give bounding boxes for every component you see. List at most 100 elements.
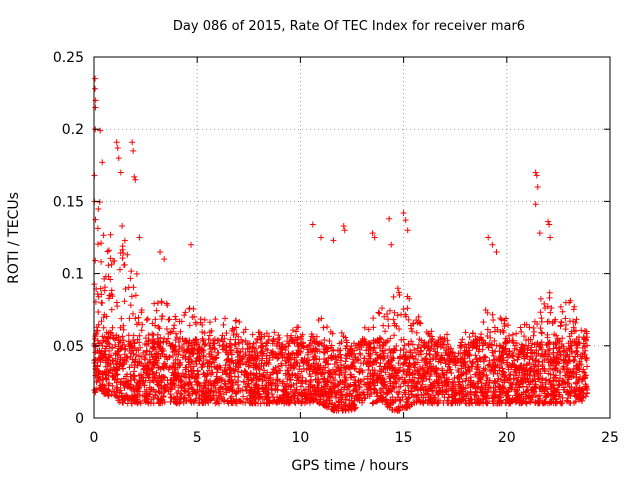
data-point (377, 345, 384, 352)
data-point (515, 350, 522, 357)
data-point (220, 321, 227, 328)
data-point (454, 374, 461, 381)
data-point (217, 385, 224, 392)
data-point (114, 303, 121, 310)
data-point (167, 391, 174, 398)
data-point (125, 284, 132, 291)
data-point (523, 337, 530, 344)
data-point (267, 371, 274, 378)
data-point (463, 369, 470, 376)
data-point (171, 384, 178, 391)
data-point (525, 379, 532, 386)
data-point (244, 380, 251, 387)
data-point (254, 352, 261, 359)
data-point (177, 328, 184, 335)
data-point (199, 335, 206, 342)
data-point (380, 322, 387, 329)
data-point (583, 354, 590, 361)
chart-title: Day 086 of 2015, Rate Of TEC Index for r… (173, 19, 525, 34)
data-point (462, 385, 469, 392)
data-point (100, 354, 107, 361)
data-point (346, 404, 353, 411)
data-point (107, 255, 114, 262)
data-point (250, 381, 257, 388)
data-point (98, 240, 105, 247)
data-point (364, 359, 371, 366)
data-point (444, 337, 451, 344)
data-point (328, 401, 335, 408)
data-point (264, 393, 271, 400)
data-point (432, 340, 439, 347)
data-point (152, 316, 159, 323)
data-point (96, 199, 103, 206)
data-point (423, 359, 430, 366)
data-point (129, 139, 136, 146)
data-point (315, 317, 322, 324)
data-point (278, 346, 285, 353)
data-point (225, 351, 232, 358)
data-point (401, 368, 408, 375)
data-point (549, 320, 556, 327)
data-point (92, 216, 99, 223)
data-point (109, 324, 116, 331)
data-point (579, 368, 586, 375)
data-point (299, 339, 306, 346)
data-point (340, 222, 347, 229)
data-point (509, 381, 516, 388)
data-point (410, 378, 417, 385)
data-point (92, 85, 99, 92)
data-point (343, 355, 350, 362)
data-point (441, 382, 448, 389)
data-point (572, 327, 579, 334)
data-point (98, 258, 105, 265)
data-point (400, 380, 407, 387)
data-point (108, 291, 115, 298)
data-point (130, 337, 137, 344)
data-point (390, 293, 397, 300)
data-point (121, 298, 128, 305)
data-point (253, 339, 260, 346)
data-point (172, 313, 179, 320)
data-point (205, 336, 212, 343)
data-point (413, 367, 420, 374)
data-point (138, 309, 145, 316)
data-point (161, 388, 168, 395)
data-point (337, 367, 344, 374)
data-point (98, 291, 105, 298)
data-point (178, 384, 185, 391)
data-point (107, 276, 114, 283)
data-point (288, 356, 295, 363)
data-point (173, 334, 180, 341)
data-point (393, 406, 400, 413)
data-point (459, 336, 466, 343)
data-point (584, 363, 591, 370)
data-point (105, 392, 112, 399)
data-point (385, 322, 392, 329)
data-point (241, 378, 248, 385)
data-point (411, 374, 418, 381)
data-point (186, 392, 193, 399)
data-point (429, 335, 436, 342)
data-point (395, 289, 402, 296)
data-point (320, 324, 327, 331)
data-point (331, 377, 338, 384)
data-point (559, 335, 566, 342)
data-point (194, 386, 201, 393)
data-point (143, 348, 150, 355)
data-point (324, 323, 331, 330)
data-point (427, 346, 434, 353)
data-point (141, 382, 148, 389)
data-point (560, 365, 566, 372)
data-point (494, 378, 501, 385)
data-point (462, 329, 469, 336)
data-point (394, 370, 401, 377)
data-point (225, 378, 232, 385)
data-point (365, 326, 372, 333)
data-point (440, 342, 447, 349)
data-point (294, 351, 301, 358)
data-point (416, 336, 423, 343)
data-point (380, 342, 387, 349)
data-point (161, 256, 168, 263)
data-point (120, 375, 127, 382)
data-point (285, 370, 292, 377)
